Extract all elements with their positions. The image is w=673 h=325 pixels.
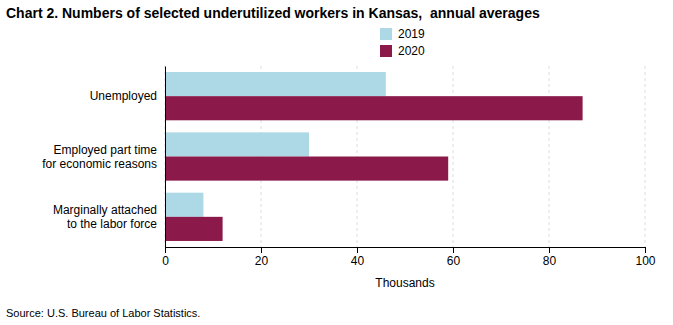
series	[165, 72, 386, 217]
bars	[165, 72, 583, 241]
legend: 2019 2020	[380, 27, 425, 58]
title: Chart 2. Numbers of selected underutiliz…	[6, 5, 540, 21]
x-tick-mark	[645, 247, 646, 253]
y-tick: Employed part timefor economic reasons	[42, 143, 157, 171]
x-tick-mark	[357, 247, 358, 253]
grid-line	[165, 66, 166, 247]
bar	[165, 157, 448, 181]
x-tick-mark	[165, 247, 166, 253]
bar	[165, 193, 203, 217]
x-tick: 80	[543, 247, 557, 268]
bar	[165, 96, 583, 120]
series	[165, 96, 583, 241]
x-tick-label: 0	[162, 254, 169, 268]
x-tick-mark	[453, 247, 454, 253]
x-tick-label: 100	[635, 254, 655, 268]
legend-swatch	[380, 45, 392, 57]
y-axis: Unemployed Employed part timefor economic…	[42, 67, 165, 248]
y-tick-label: Employed part timefor economic reasons	[42, 143, 157, 171]
bar	[165, 132, 309, 156]
grid-line	[549, 66, 550, 247]
legend-swatch	[380, 28, 392, 40]
x-tick-label: 40	[351, 254, 365, 268]
legend-item: 2019	[380, 27, 425, 41]
grid-line	[645, 66, 646, 247]
x-axis-line	[166, 248, 646, 254]
x-axis: 0 20 40 60 80 100	[162, 247, 656, 268]
y-tick-label: Unemployed	[90, 89, 157, 103]
y-tick: Marginally attachedto the labor force	[53, 203, 157, 231]
grid-line	[453, 66, 454, 247]
x-tick: 100	[635, 247, 655, 268]
plot: 0 20 40 60 80 100 Thousands Unemployed Employed …	[42, 66, 656, 290]
x-axis-title: Thousands	[375, 276, 434, 290]
x-tick-mark	[549, 247, 550, 253]
legend-label: 2019	[398, 27, 425, 41]
y-axis-line	[165, 67, 166, 248]
grid	[165, 66, 645, 247]
x-tick-label: 80	[543, 254, 557, 268]
x-tick: 60	[447, 247, 461, 268]
bar	[165, 72, 386, 96]
y-tick-label: Marginally attachedto the labor force	[53, 203, 157, 231]
bar	[165, 217, 223, 241]
y-tick: Unemployed	[90, 89, 157, 103]
x-tick: 40	[351, 247, 365, 268]
x-tick-label: 60	[447, 254, 461, 268]
x-tick-label: 20	[255, 254, 269, 268]
x-tick: 20	[255, 247, 269, 268]
legend-label: 2020	[398, 44, 425, 58]
legend-item: 2020	[380, 44, 425, 58]
annotation: Source: U.S. Bureau of Labor Statistics.	[6, 307, 200, 319]
x-tick-mark	[261, 247, 262, 253]
x-tick: 0	[162, 247, 169, 268]
chart: Chart 2. Numbers of selected underutiliz…	[0, 0, 673, 325]
